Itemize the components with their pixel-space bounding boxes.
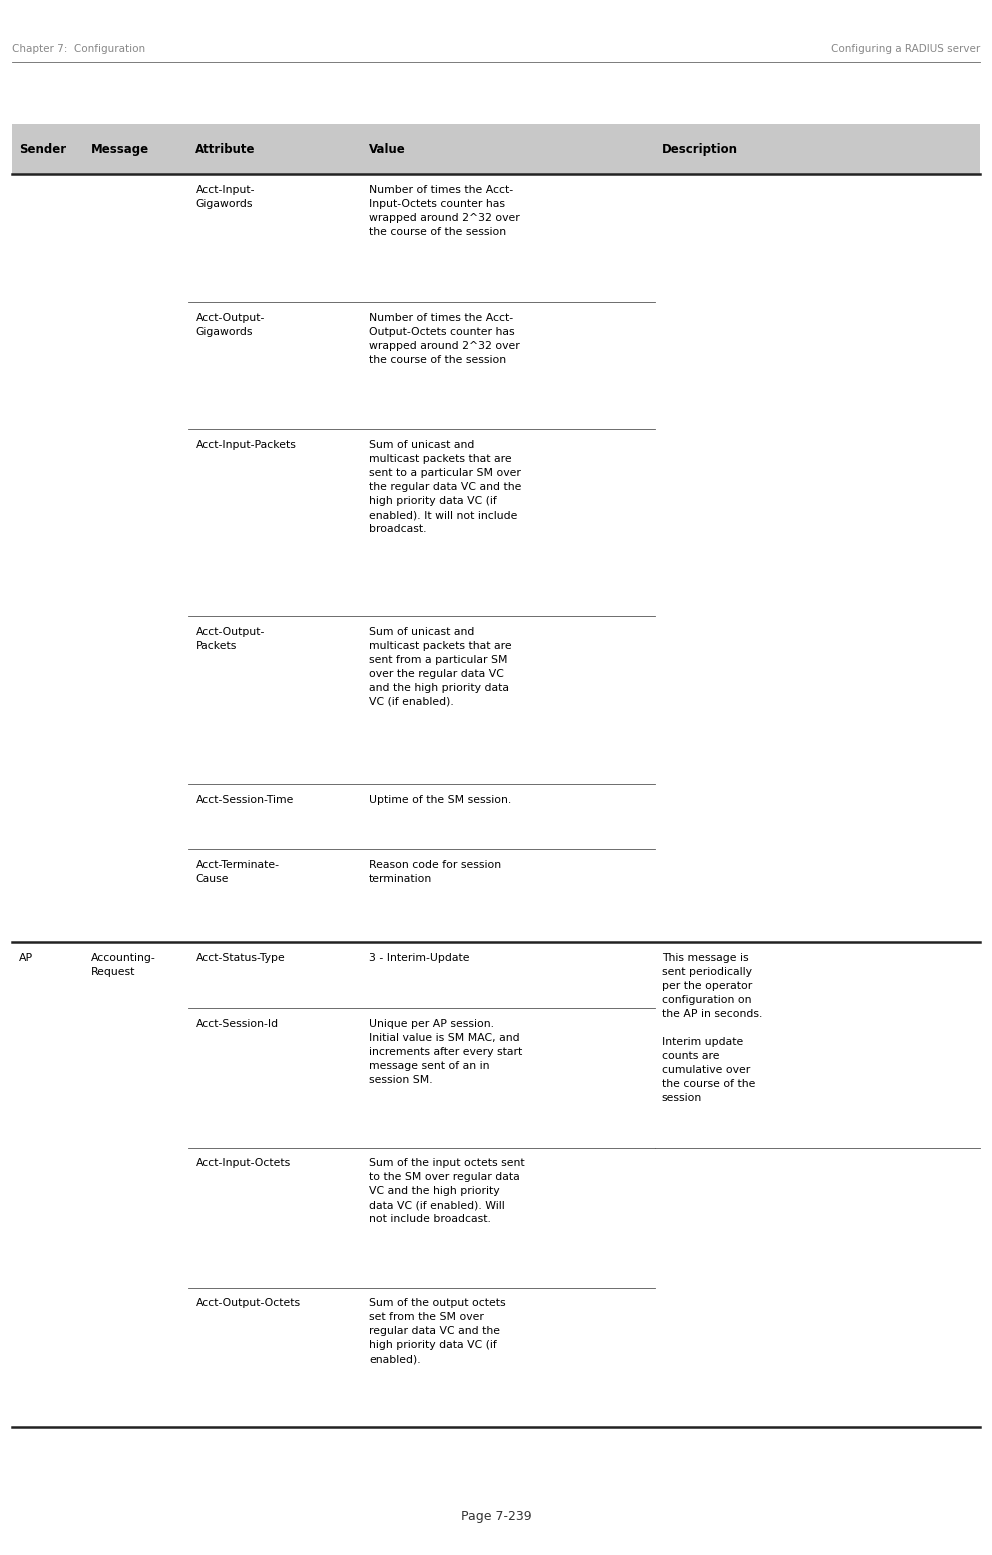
Text: Value: Value [369,143,406,156]
Text: Chapter 7:  Configuration: Chapter 7: Configuration [12,44,145,53]
Text: Acct-Terminate-
Cause: Acct-Terminate- Cause [195,860,280,883]
Text: Reason code for session
termination: Reason code for session termination [369,860,501,883]
Text: Acct-Session-Time: Acct-Session-Time [195,795,294,804]
Text: Acct-Input-Octets: Acct-Input-Octets [195,1158,291,1168]
Text: Attribute: Attribute [195,143,256,156]
Text: Number of times the Acct-
Input-Octets counter has
wrapped around 2^32 over
the : Number of times the Acct- Input-Octets c… [369,185,520,236]
Text: Sum of unicast and
multicast packets that are
sent to a particular SM over
the r: Sum of unicast and multicast packets tha… [369,440,522,533]
Text: Acct-Session-Id: Acct-Session-Id [195,1019,279,1028]
Text: AP: AP [19,953,33,963]
Text: Description: Description [662,143,738,156]
Text: This message is
sent periodically
per the operator
configuration on
the AP in se: This message is sent periodically per th… [662,953,762,1102]
Text: Acct-Output-Octets: Acct-Output-Octets [195,1298,301,1308]
Text: Acct-Output-
Gigawords: Acct-Output- Gigawords [195,313,265,336]
Text: Sum of the input octets sent
to the SM over regular data
VC and the high priorit: Sum of the input octets sent to the SM o… [369,1158,525,1224]
Text: Acct-Status-Type: Acct-Status-Type [195,953,285,963]
Text: Uptime of the SM session.: Uptime of the SM session. [369,795,511,804]
Text: Message: Message [91,143,150,156]
Text: Acct-Input-Packets: Acct-Input-Packets [195,440,297,449]
Text: Sender: Sender [19,143,66,156]
Text: Sum of unicast and
multicast packets that are
sent from a particular SM
over the: Sum of unicast and multicast packets tha… [369,627,512,706]
Text: Accounting-
Request: Accounting- Request [91,953,156,977]
Text: Number of times the Acct-
Output-Octets counter has
wrapped around 2^32 over
the: Number of times the Acct- Output-Octets … [369,313,520,364]
Text: 3 - Interim-Update: 3 - Interim-Update [369,953,469,963]
Text: Configuring a RADIUS server: Configuring a RADIUS server [831,44,980,53]
Text: Acct-Output-
Packets: Acct-Output- Packets [195,627,265,650]
Text: Page 7-239: Page 7-239 [460,1510,532,1522]
Text: Sum of the output octets
set from the SM over
regular data VC and the
high prior: Sum of the output octets set from the SM… [369,1298,506,1364]
Text: Unique per AP session.
Initial value is SM MAC, and
increments after every start: Unique per AP session. Initial value is … [369,1019,522,1084]
Text: Acct-Input-
Gigawords: Acct-Input- Gigawords [195,185,255,208]
Bar [12,124,980,174]
